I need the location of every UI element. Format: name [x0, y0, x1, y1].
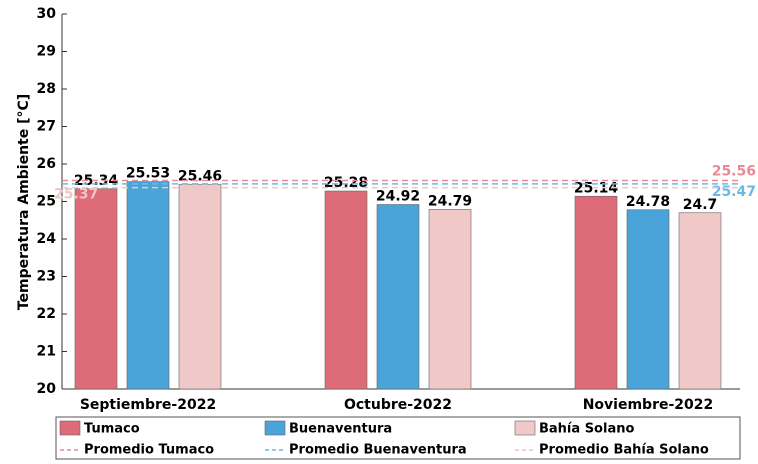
average-label: 25.56 [712, 164, 756, 180]
x-tick-label: Noviembre-2022 [583, 397, 714, 413]
y-tick-label: 28 [37, 81, 56, 97]
value-label: 24.7 [683, 197, 718, 213]
y-tick-label: 20 [37, 381, 57, 397]
average-label: 25.47 [712, 184, 756, 200]
bar [574, 195, 618, 390]
legend-box [55, 416, 741, 460]
legend-label: Promedio Bahía Solano [539, 443, 709, 458]
legend-label: Bahía Solano [539, 422, 634, 437]
value-label: 25.46 [178, 168, 222, 184]
bar [324, 190, 368, 390]
value-label: 24.78 [626, 194, 670, 210]
y-tick-label: 24 [37, 231, 57, 247]
value-label: 24.79 [428, 193, 472, 209]
bar [74, 188, 118, 390]
bar [428, 209, 472, 390]
bar [126, 181, 170, 390]
bar [678, 212, 722, 390]
value-label: 24.92 [376, 189, 420, 205]
legend-label: Promedio Buenaventura [289, 443, 467, 458]
legend-label: Promedio Tumaco [84, 443, 214, 458]
y-tick-label: 25 [37, 194, 56, 210]
value-label: 25.28 [324, 175, 368, 191]
bar [626, 209, 670, 390]
y-axis-label: Temperatura Ambiente [°C] [16, 94, 32, 310]
y-tick-label: 21 [37, 344, 56, 360]
bar [376, 204, 420, 390]
average-label: 25.37 [54, 187, 98, 203]
legend-label: Tumaco [84, 422, 140, 437]
x-tick-label: Septiembre-2022 [80, 397, 216, 413]
y-tick-label: 27 [37, 119, 56, 135]
legend-label: Buenaventura [289, 422, 392, 437]
bar [178, 183, 222, 390]
legend-swatch [264, 420, 286, 436]
value-label: 25.53 [126, 166, 170, 182]
y-tick-label: 29 [37, 44, 56, 60]
x-tick-label: Octubre-2022 [344, 397, 452, 413]
y-tick-label: 23 [37, 269, 56, 285]
y-tick-label: 30 [37, 6, 57, 22]
legend-swatch [59, 420, 81, 436]
y-tick-label: 22 [37, 306, 56, 322]
legend-swatch [514, 420, 536, 436]
y-tick-label: 26 [37, 156, 56, 172]
